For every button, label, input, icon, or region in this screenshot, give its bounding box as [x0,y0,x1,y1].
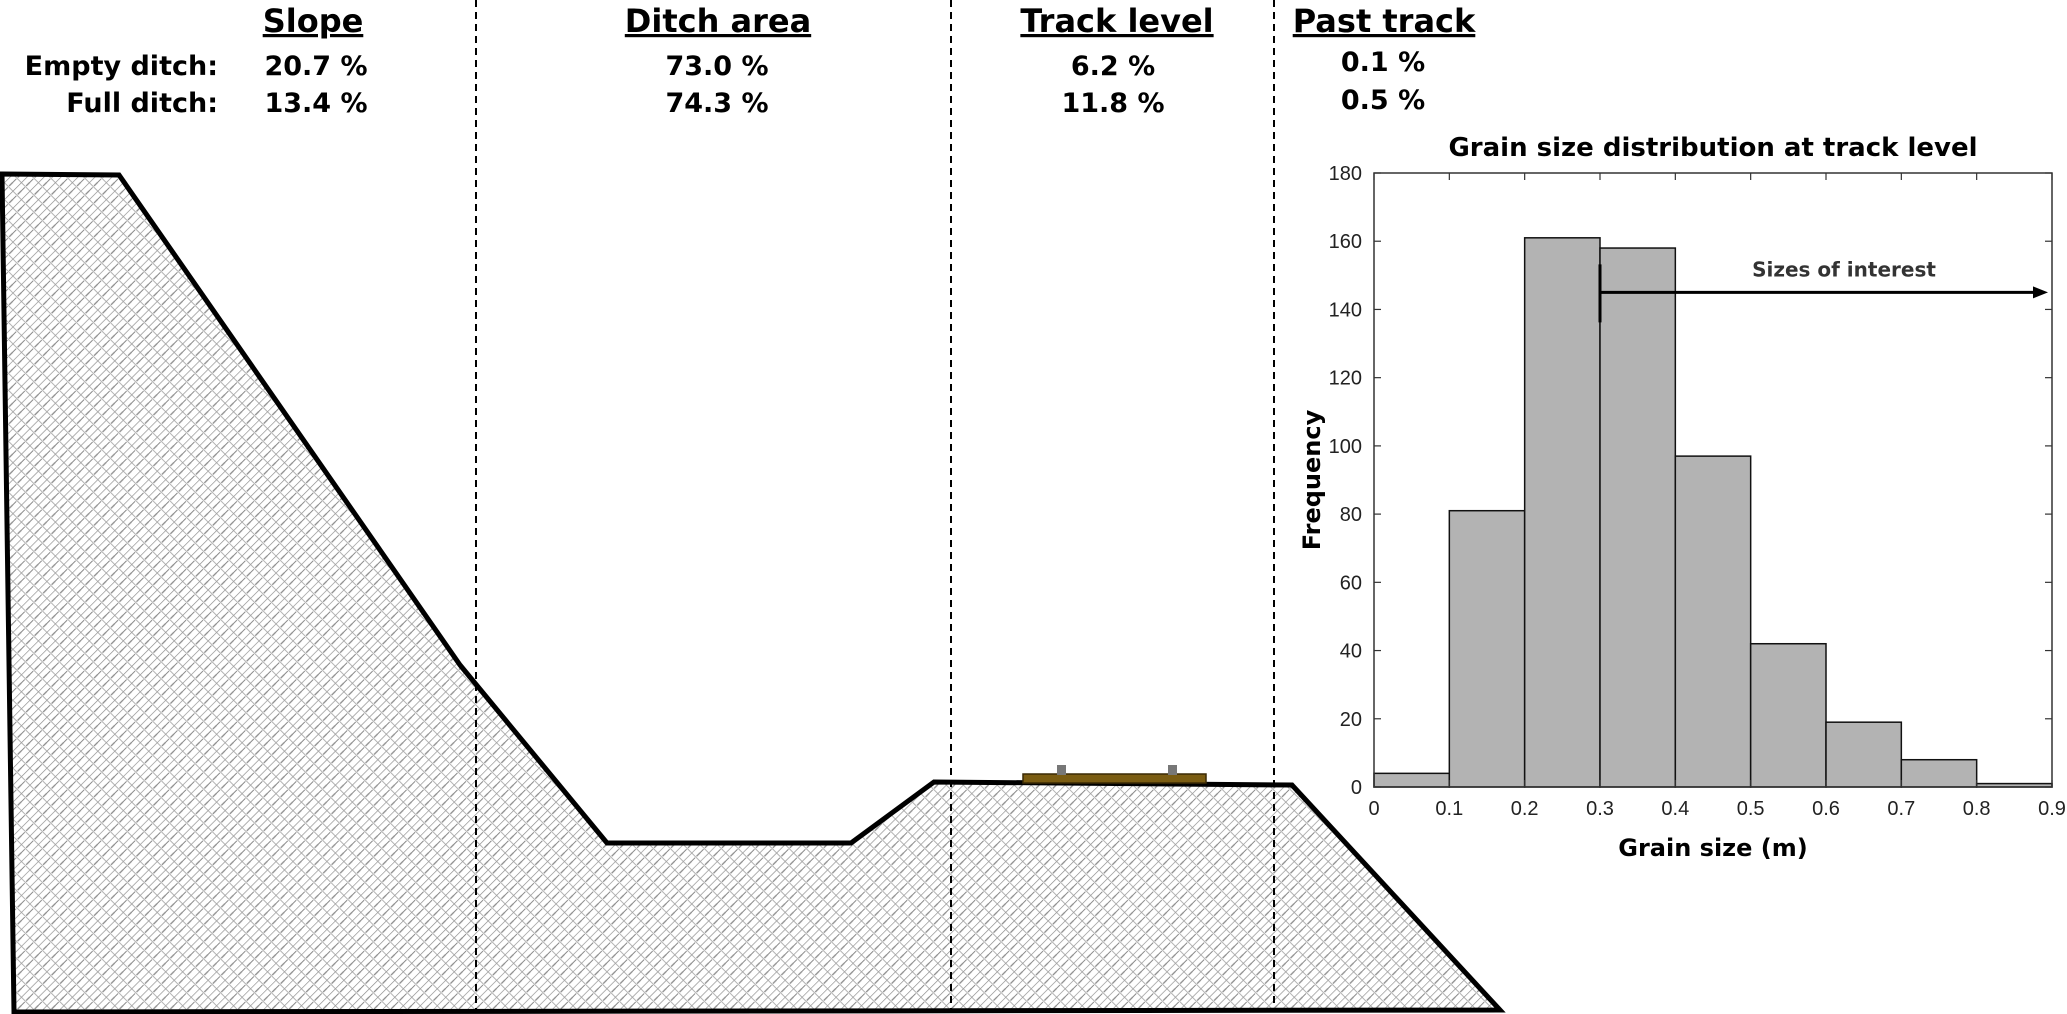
y-axis-ticks: 0 20 40 60 80 100 120 140 160 180 [1329,163,2052,799]
x-tick-label: 0.2 [1511,798,1539,820]
zone-title: Slope [263,2,364,40]
y-tick-label: 60 [1340,572,1362,594]
zone-empty-value: 20.7 % [264,51,367,82]
x-tick-label: 0.7 [1887,798,1915,820]
histogram-bar [1900,758,1978,788]
zone-empty-value: 73.0 % [665,51,768,82]
zone-empty-value: 6.2 % [1071,51,1155,82]
terrain-cross-section [0,171,1506,1014]
y-tick-label: 20 [1340,709,1362,731]
zone-dividers [475,0,1275,1012]
x-tick-label: 0.6 [1812,798,1840,820]
histogram-bar [1674,455,1752,788]
y-tick-label: 140 [1329,299,1362,321]
zone-track-level: Track level 6.2 % 11.8 % [1020,2,1213,119]
y-tick-label: 40 [1340,641,1362,663]
histogram-bars [1373,237,2053,788]
zone-title: Past track [1293,2,1476,40]
zone-title: Ditch area [625,2,811,40]
x-tick-label: 0.4 [1661,798,1689,820]
zone-ditch-area: Ditch area 73.0 % 74.3 % [625,2,811,119]
histogram-bar [1749,642,1827,788]
full-ditch-label: Full ditch: [66,88,218,119]
terrain-body [0,171,1506,1014]
zone-full-value: 74.3 % [665,88,768,119]
y-tick-label: 160 [1329,231,1362,253]
zone-slope: Slope 20.7 % 13.4 % [263,2,368,119]
zone-past-track: Past track 0.1 % 0.5 % [1293,2,1476,116]
histogram-bar [1599,247,1677,788]
y-tick-label: 80 [1340,504,1362,526]
zone-full-value: 0.5 % [1341,85,1425,116]
x-tick-label: 0 [1368,798,1379,820]
zone-title: Track level [1020,2,1213,40]
histogram-chart: Grain size distribution at track level S… [1298,133,2066,862]
histogram-bar [1373,772,1451,788]
zone-full-value: 11.8 % [1061,88,1164,119]
x-axis-label: Grain size (m) [1618,834,1807,862]
annotation-label: Sizes of interest [1752,257,1936,281]
histogram-bar [1523,237,1601,788]
plot-area-frame [1373,172,2053,788]
y-tick-label: 100 [1329,436,1362,458]
annotation-arrowhead [2033,286,2048,299]
x-tick-label: 0.9 [2038,798,2066,820]
zone-empty-value: 0.1 % [1341,47,1425,78]
y-tick-label: 0 [1351,777,1362,799]
sizes-of-interest-annotation: Sizes of interest [1598,257,2048,323]
histogram-bar [1825,721,1903,788]
x-tick-label: 0.3 [1586,798,1614,820]
histogram-bar [1448,509,1526,788]
left-rail [1057,765,1066,775]
empty-ditch-label: Empty ditch: [25,51,218,82]
x-tick-label: 0.8 [1963,798,1991,820]
x-tick-label: 0.5 [1737,798,1765,820]
y-axis-label: Frequency [1298,409,1326,550]
chart-title: Grain size distribution at track level [1448,133,1977,163]
rail-bed [1022,773,1207,784]
zone-full-value: 13.4 % [264,88,367,119]
y-tick-label: 180 [1329,163,1362,185]
x-axis-ticks: 0 0.1 0.2 0.3 0.4 0.5 0.6 0.7 0.8 0.9 [1368,173,2066,820]
x-tick-label: 0.1 [1435,798,1463,820]
right-rail [1168,765,1177,775]
y-tick-label: 120 [1329,368,1362,390]
